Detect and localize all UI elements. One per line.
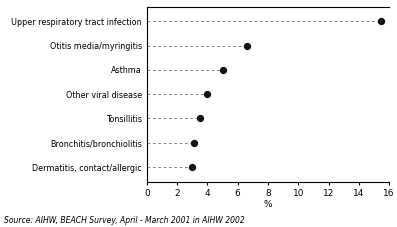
Point	[189, 165, 195, 169]
Point	[220, 68, 226, 72]
Text: Source: AIHW, BEACH Survey, April - March 2001 in AIHW 2002: Source: AIHW, BEACH Survey, April - Marc…	[4, 216, 245, 225]
Point	[191, 141, 197, 145]
Point	[244, 44, 250, 47]
Point	[197, 117, 203, 120]
Point	[204, 92, 210, 96]
Point	[378, 20, 385, 23]
X-axis label: %: %	[264, 200, 272, 209]
